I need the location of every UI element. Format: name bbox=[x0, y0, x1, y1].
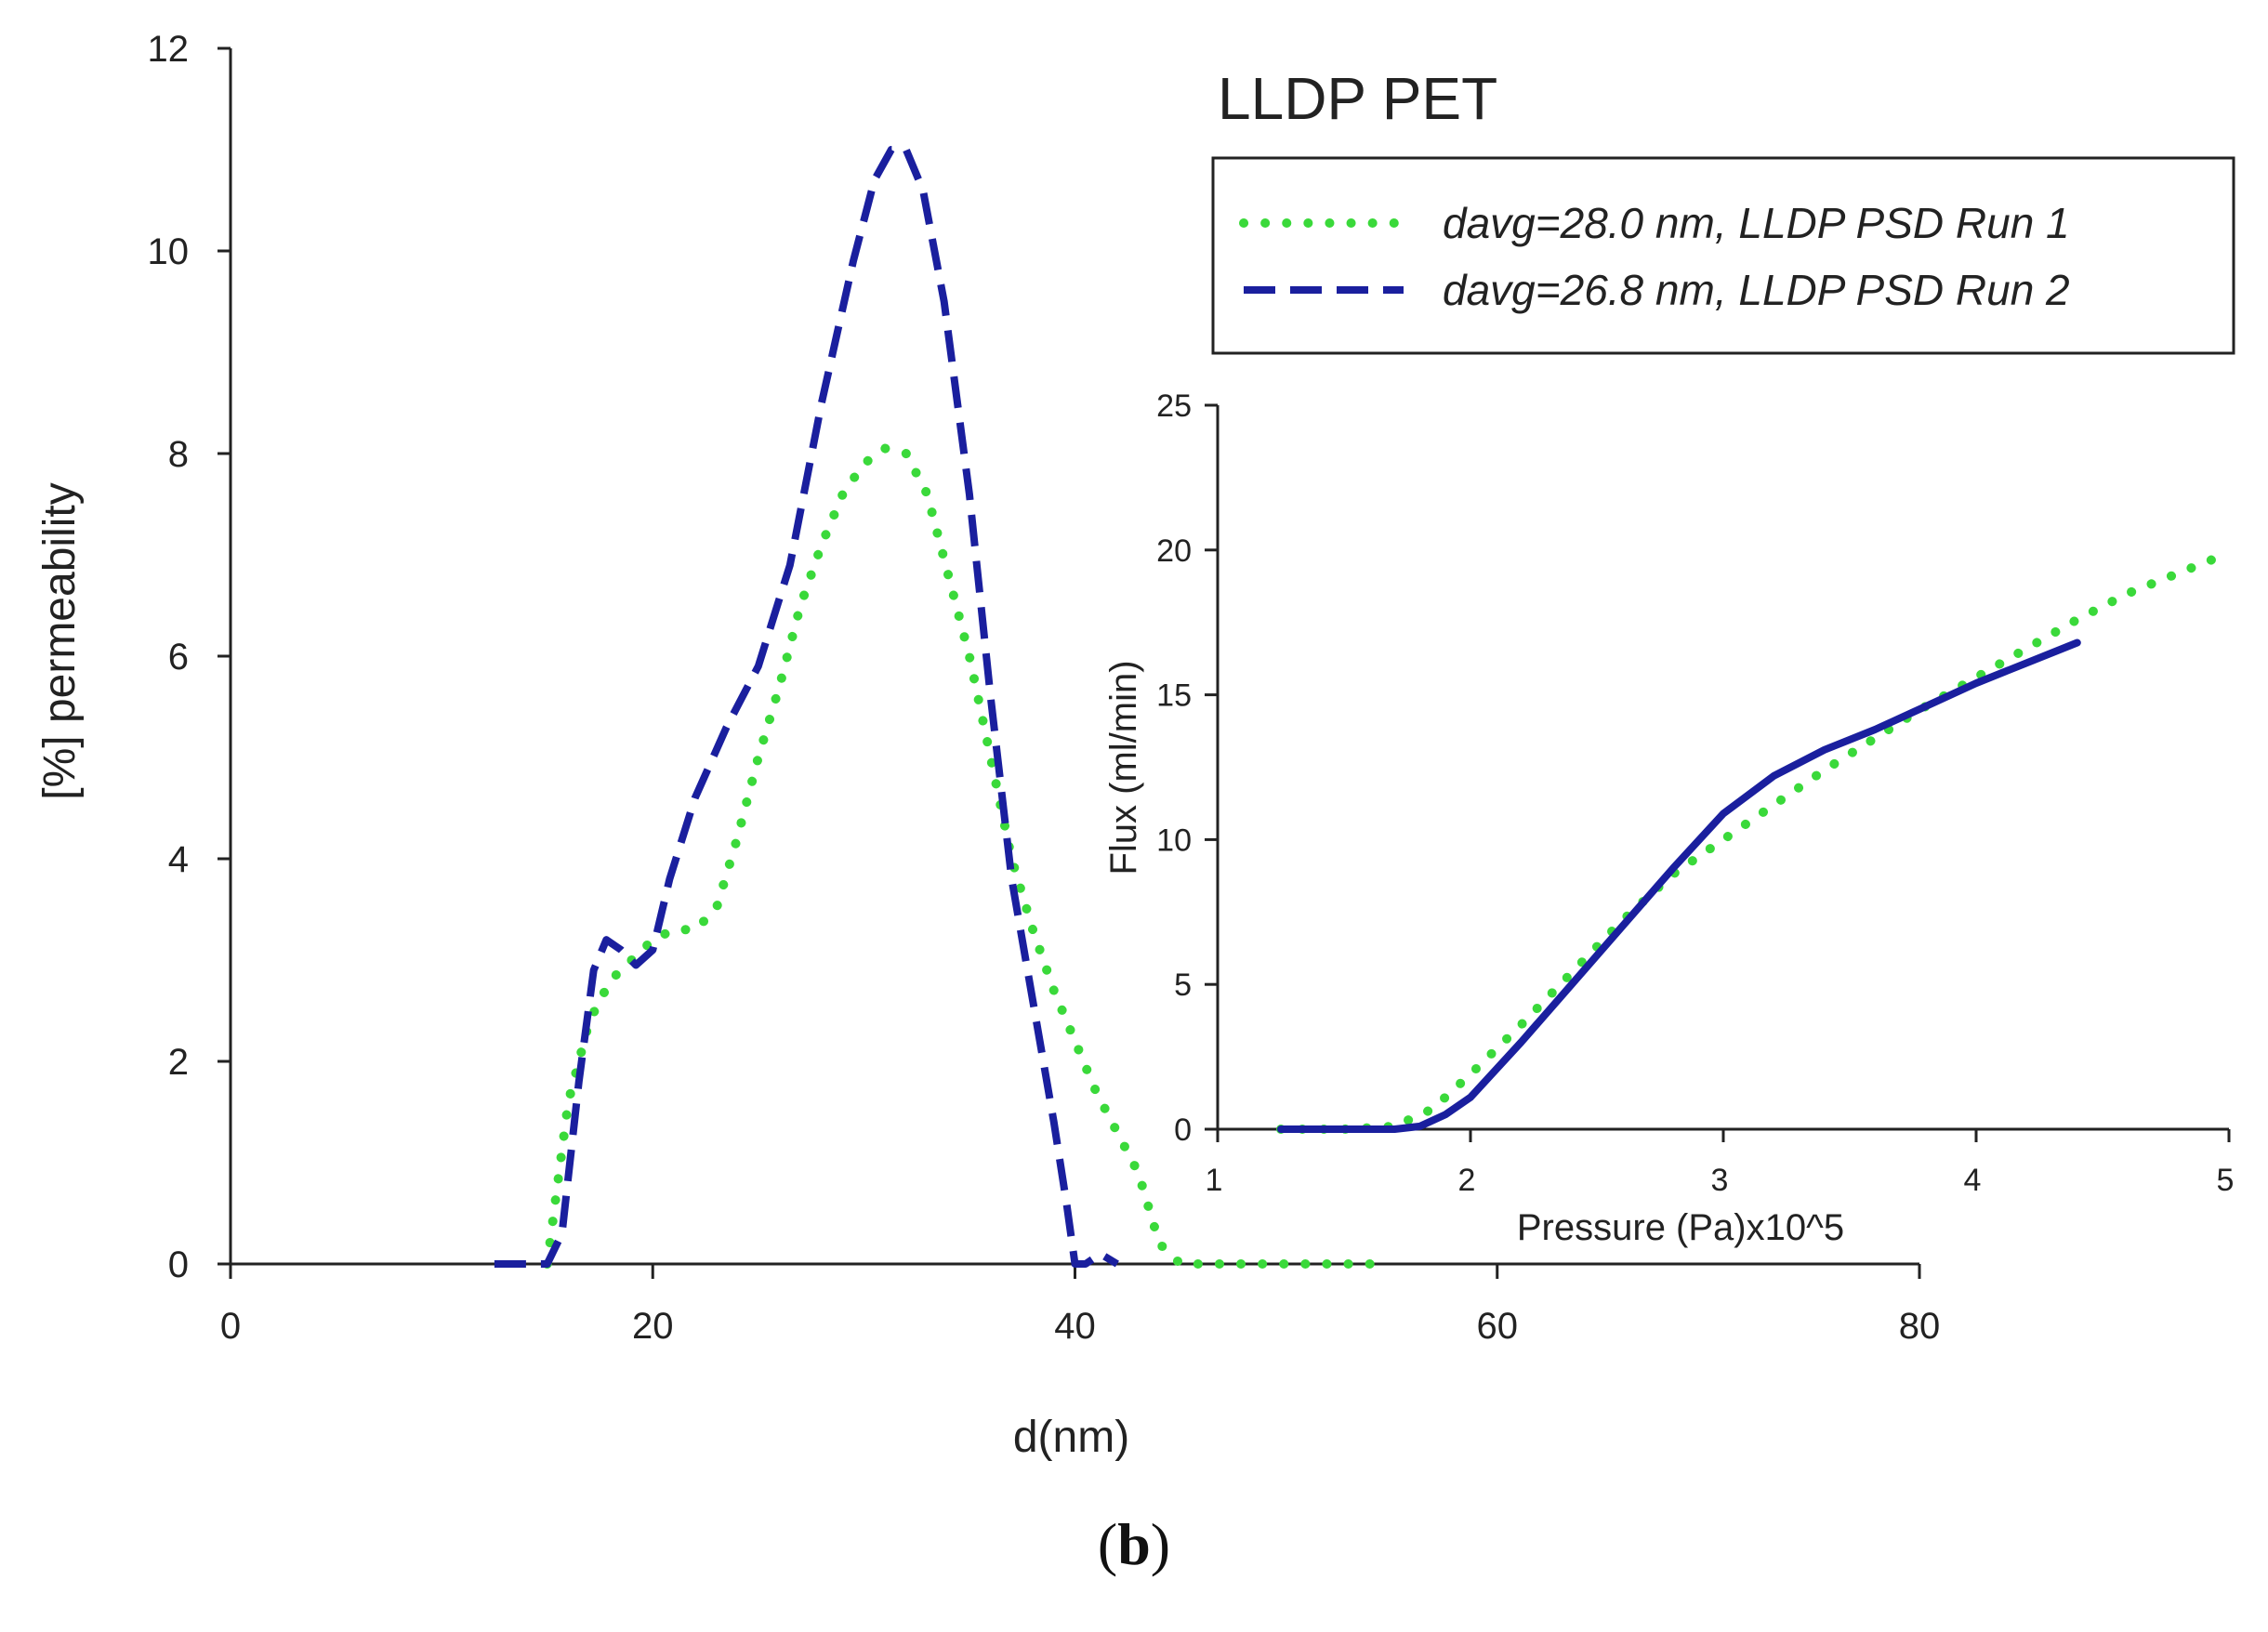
inset-y-tick-label: 5 bbox=[1174, 967, 1192, 1003]
main-series-2-line bbox=[494, 146, 1119, 1268]
inset-y-tick-label: 10 bbox=[1156, 823, 1192, 858]
inset-x-axis-title: Pressure (Pa)x10^5 bbox=[1517, 1207, 1844, 1248]
caption-open: ( bbox=[1097, 1511, 1118, 1577]
y-tick-label: 8 bbox=[168, 434, 189, 475]
x-tick-label: 80 bbox=[1899, 1306, 1941, 1347]
inset-y-tick-label: 0 bbox=[1174, 1112, 1192, 1148]
x-tick-label: 0 bbox=[220, 1306, 241, 1347]
x-tick-label: 40 bbox=[1054, 1306, 1096, 1347]
y-tick-label: 0 bbox=[168, 1244, 189, 1285]
inset-x-tick-label: 5 bbox=[2217, 1163, 2235, 1198]
legend-label-1: davg=28.0 nm, LLDP PSD Run 1 bbox=[1443, 199, 2070, 247]
inset-chart: 0 5 10 15 20 25 1 2 3 4 5 Pressure (Pa)x10^5 Flux (m… bbox=[1103, 388, 2259, 1248]
inset-y-tick-label: 20 bbox=[1156, 533, 1192, 569]
caption-letter: b bbox=[1117, 1511, 1151, 1577]
y-tick-label: 12 bbox=[148, 29, 190, 70]
figure-caption: (b) bbox=[0, 1510, 2268, 1579]
inset-y-axis-title: Flux (ml/min) bbox=[1103, 660, 1144, 875]
chart-title: LLDP PET bbox=[1218, 65, 1497, 132]
inset-x-tick-label: 3 bbox=[1711, 1163, 1729, 1198]
inset-series-2-line bbox=[1277, 638, 2081, 1133]
y-tick-label: 2 bbox=[168, 1042, 189, 1083]
x-tick-label: 20 bbox=[632, 1306, 674, 1347]
inset-y-tick-label: 25 bbox=[1156, 388, 1192, 424]
inset-x-tick-label: 2 bbox=[1458, 1163, 1476, 1198]
inset-x-tick-label: 4 bbox=[1964, 1163, 1982, 1198]
legend-label-2: davg=26.8 nm, LLDP PSD Run 2 bbox=[1443, 266, 2070, 314]
y-tick-label: 4 bbox=[168, 839, 189, 880]
main-series-1-line bbox=[542, 443, 1376, 1269]
x-tick-label: 60 bbox=[1477, 1306, 1519, 1347]
x-axis-title: d(nm) bbox=[1013, 1413, 1129, 1462]
inset-background bbox=[1220, 400, 2259, 1129]
y-tick-label: 6 bbox=[168, 637, 189, 678]
y-tick-label: 10 bbox=[148, 231, 190, 272]
inset-y-tick-label: 15 bbox=[1156, 678, 1192, 714]
legend: davg=28.0 nm, LLDP PSD Run 1 davg=26.8 nm… bbox=[1211, 156, 2235, 355]
legend-box bbox=[1211, 156, 2235, 355]
inset-x-tick-label: 1 bbox=[1206, 1163, 1223, 1198]
y-axis-title: [%] permeability bbox=[35, 482, 85, 799]
inset-series-1-line bbox=[1276, 547, 2234, 1134]
caption-close: ) bbox=[1150, 1511, 1171, 1577]
